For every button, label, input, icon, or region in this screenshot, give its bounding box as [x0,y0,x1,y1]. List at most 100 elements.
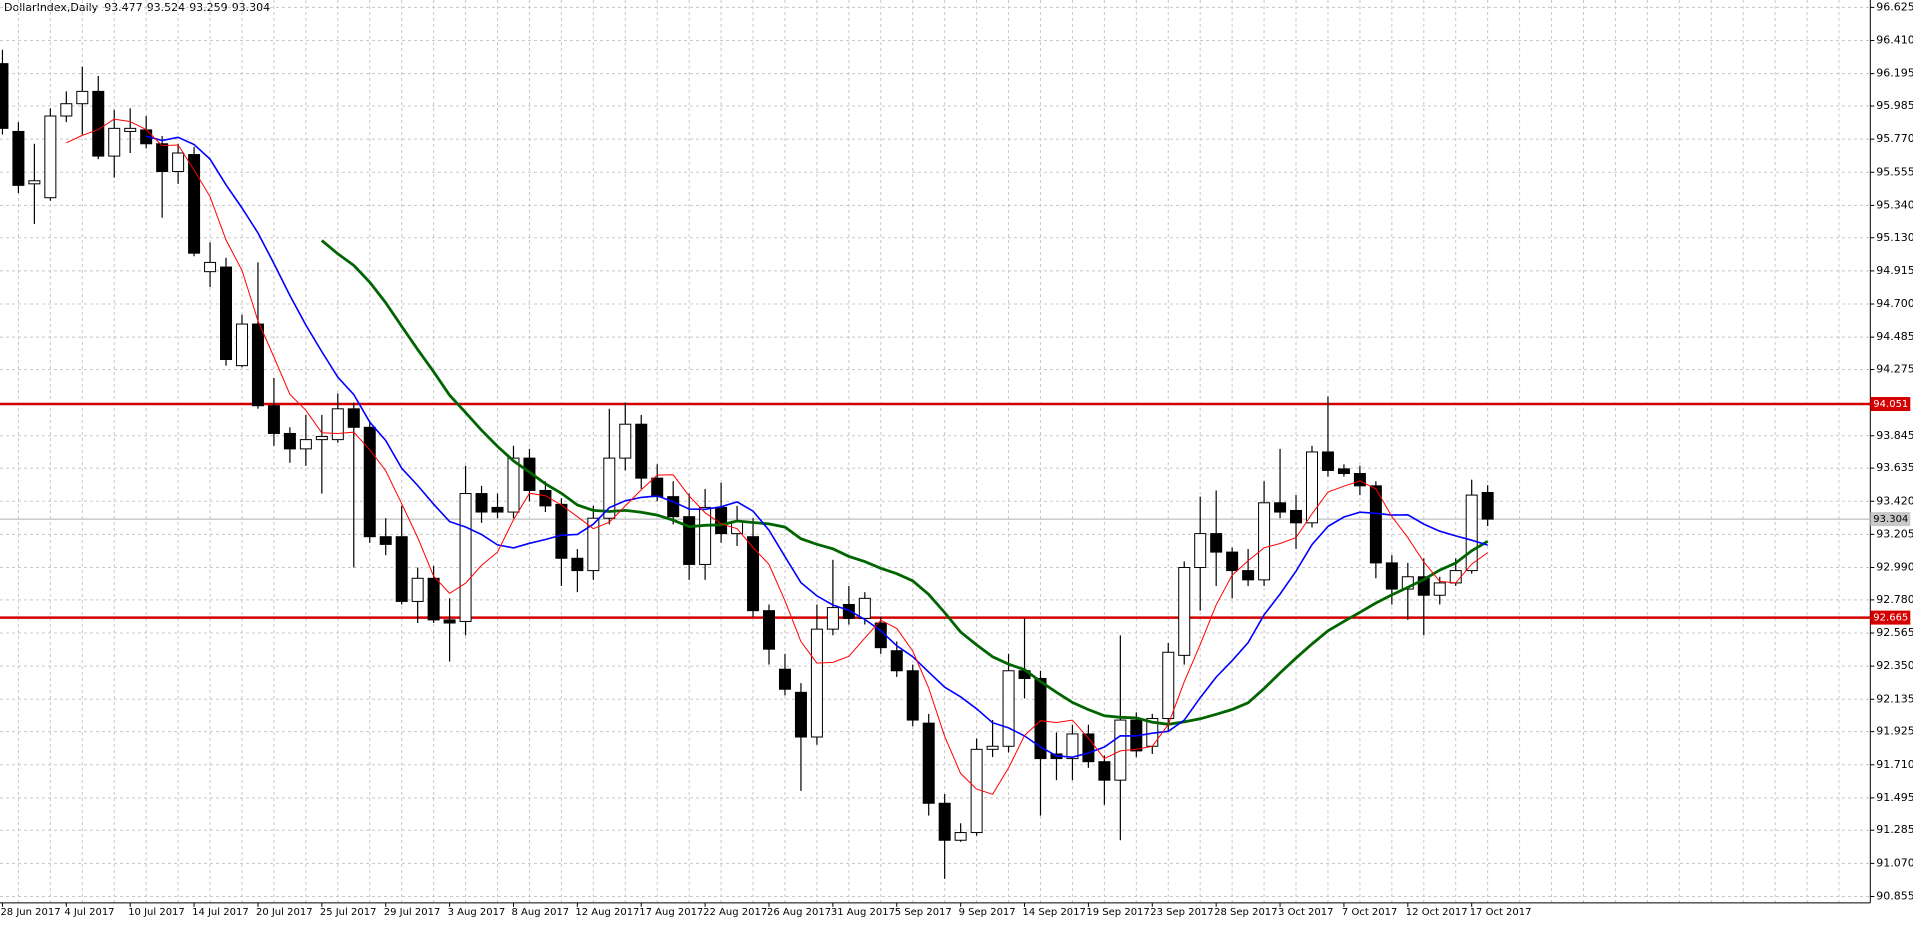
candle-body [555,503,568,559]
y-tick-label: 95.770 [1876,132,1913,145]
candle-body [1385,562,1398,590]
candle-body [1337,468,1350,475]
x-tick-label: 17 Oct 2017 [1470,907,1532,918]
candle-body [603,457,616,519]
candle-body [1305,451,1318,524]
candle-body [0,63,9,129]
candle-body [922,722,935,804]
x-tick-label: 5 Sep 2017 [895,907,952,918]
candle-body [92,90,105,157]
y-tick-label: 92.780 [1876,593,1913,606]
candle-body [220,266,233,360]
candle-body [970,748,983,834]
candle-body [1417,576,1430,596]
candle-body [747,536,760,612]
candle-body [763,610,776,650]
moving-average [320,239,1489,726]
candle-body [667,496,680,518]
x-tick-label: 14 Sep 2017 [1023,907,1086,918]
candle-body [235,323,248,367]
y-tick-label: 91.285 [1876,823,1913,836]
level-label: 94.051 [1873,399,1908,410]
candle-body [1353,473,1366,487]
candle-body [683,516,696,565]
candle-body [475,493,488,513]
candle-body [794,691,807,738]
candle-body [1242,570,1255,581]
grid [0,0,1871,903]
y-tick-label: 91.070 [1876,856,1913,869]
y-tick-label: 94.275 [1876,363,1913,376]
x-tick-label: 8 Aug 2017 [511,907,569,918]
y-tick-label: 93.420 [1876,494,1913,507]
x-tick-label: 3 Oct 2017 [1278,907,1333,918]
candle-body [251,323,264,407]
candle-body [1321,451,1334,471]
y-tick-label: 91.495 [1876,791,1913,804]
x-tick-label: 3 Aug 2017 [448,907,506,918]
candle-body [204,261,217,273]
moving-average [145,135,1488,759]
last-high: 93.524 [147,1,186,14]
y-tick-label: 95.340 [1876,198,1913,211]
candle-body [1481,491,1494,520]
candle-body [954,832,967,841]
y-tick-label: 92.565 [1876,626,1913,639]
x-tick-label: 19 Sep 2017 [1086,907,1149,918]
last-low: 93.259 [189,1,228,14]
candle-body [267,405,280,434]
candle-body [124,127,137,132]
y-tick-label: 96.195 [1876,67,1913,80]
candle-body [1098,761,1111,781]
candle-body [1465,494,1478,572]
candle-body [44,115,57,199]
y-tick-label: 94.485 [1876,330,1913,343]
candle-body [347,408,360,428]
y-tick-label: 94.700 [1876,297,1913,310]
candle-body [1401,576,1414,590]
candle-body [1258,502,1271,581]
candle-body [507,457,520,513]
symbol: DollarIndex,Daily [4,1,99,14]
candle-body [1066,733,1079,760]
candle-body [587,517,600,572]
candle-body [156,143,169,173]
candle-body [826,607,839,630]
y-tick-label: 92.350 [1876,659,1913,672]
price-label: 93.304 [1873,514,1908,525]
candle-body [1178,567,1191,656]
candle-body [60,103,73,117]
last-open: 93.477 [104,1,143,14]
candle-body [523,457,536,491]
candle-body [172,152,185,173]
y-tick-label: 93.845 [1876,429,1913,442]
candle-body [1162,651,1175,720]
candle-body [1226,551,1239,572]
x-tick-label: 25 Jul 2017 [320,907,377,918]
candle-body [1194,533,1207,569]
x-tick-label: 23 Sep 2017 [1150,907,1213,918]
x-tick-label: 10 Jul 2017 [128,907,185,918]
candle-body [1449,570,1462,584]
candle-body [778,668,791,690]
candle-body [459,493,472,622]
x-tick-label: 12 Oct 2017 [1406,907,1468,918]
candle-body [842,603,855,619]
x-tick-label: 12 Aug 2017 [575,907,639,918]
level-label-box [1870,397,1911,412]
candle-body [1002,670,1015,747]
candle-body [491,506,504,513]
y-tick-label: 95.985 [1876,99,1913,112]
candle-body [906,670,919,721]
last-close: 93.304 [232,1,271,14]
x-tick-label: 20 Jul 2017 [256,907,313,918]
candle-body [443,619,456,624]
candle-body [1433,582,1446,596]
candle-body [539,489,552,507]
candle-body [619,423,632,459]
candle-body [1210,533,1223,553]
x-tick-label: 17 Aug 2017 [639,907,703,918]
x-tick-label: 22 Aug 2017 [703,907,767,918]
x-tick-label: 28 Sep 2017 [1214,907,1277,918]
candle-body [379,536,392,545]
